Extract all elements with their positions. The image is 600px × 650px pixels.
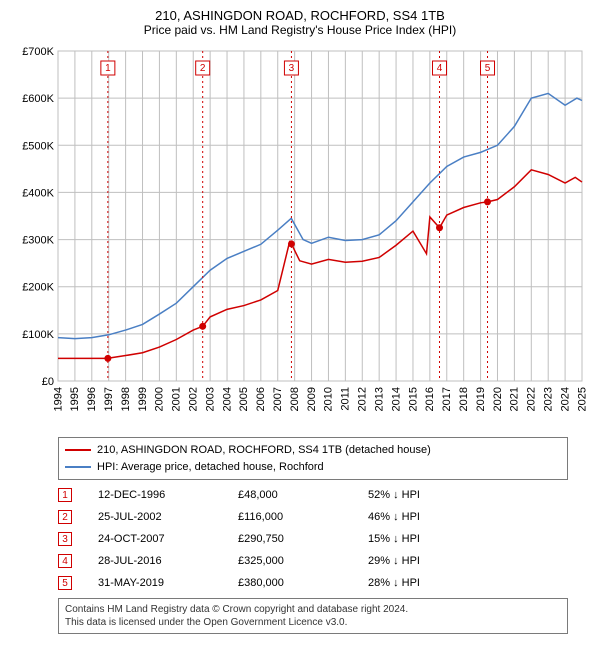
svg-text:2004: 2004 xyxy=(221,387,233,411)
svg-text:3: 3 xyxy=(289,63,295,74)
svg-text:1: 1 xyxy=(105,63,111,74)
svg-text:1999: 1999 xyxy=(137,387,149,411)
sale-price: £116,000 xyxy=(238,511,368,523)
sale-marker-3: 3 xyxy=(58,532,72,546)
svg-text:2008: 2008 xyxy=(289,387,301,411)
chart-area: £0 £100K £200K £300K £400K £500K £600K £700K 199… xyxy=(8,41,592,431)
footer: Contains HM Land Registry data © Crown c… xyxy=(58,598,568,634)
table-row: 2 25-JUL-2002 £116,000 46% ↓ HPI xyxy=(58,506,568,528)
sale-price: £48,000 xyxy=(238,489,368,501)
svg-text:1998: 1998 xyxy=(120,387,132,411)
sale-marker-2: 2 xyxy=(58,510,72,524)
sale-marker-5: 5 xyxy=(58,576,72,590)
sale-pct: 15% ↓ HPI xyxy=(368,533,488,545)
svg-text:£700K: £700K xyxy=(22,46,54,58)
svg-text:2005: 2005 xyxy=(238,387,250,411)
svg-text:2015: 2015 xyxy=(407,387,419,411)
svg-text:2: 2 xyxy=(200,63,206,74)
sale-price: £290,750 xyxy=(238,533,368,545)
svg-text:£100K: £100K xyxy=(22,329,54,341)
svg-text:2011: 2011 xyxy=(340,387,352,411)
svg-text:£300K: £300K xyxy=(22,235,54,247)
legend-label-1: 210, ASHINGDON ROAD, ROCHFORD, SS4 1TB (… xyxy=(97,442,431,459)
svg-text:2023: 2023 xyxy=(542,387,554,411)
svg-text:1994: 1994 xyxy=(52,387,64,411)
footer-line2: This data is licensed under the Open Gov… xyxy=(65,616,561,629)
svg-text:2022: 2022 xyxy=(526,387,538,411)
svg-text:2020: 2020 xyxy=(492,387,504,411)
svg-text:2012: 2012 xyxy=(357,387,369,411)
sale-pct: 28% ↓ HPI xyxy=(368,577,488,589)
svg-text:2021: 2021 xyxy=(509,387,521,411)
svg-text:2001: 2001 xyxy=(171,387,183,411)
svg-text:1996: 1996 xyxy=(86,387,98,411)
table-row: 4 28-JUL-2016 £325,000 29% ↓ HPI xyxy=(58,550,568,572)
table-row: 1 12-DEC-1996 £48,000 52% ↓ HPI xyxy=(58,484,568,506)
svg-text:2014: 2014 xyxy=(390,387,402,411)
sale-date: 12-DEC-1996 xyxy=(98,489,238,501)
sales-table: 1 12-DEC-1996 £48,000 52% ↓ HPI 2 25-JUL… xyxy=(58,484,568,594)
sale-marker-1: 1 xyxy=(58,488,72,502)
svg-text:2006: 2006 xyxy=(255,387,267,411)
sale-pct: 29% ↓ HPI xyxy=(368,555,488,567)
legend-label-2: HPI: Average price, detached house, Roch… xyxy=(97,459,324,476)
svg-text:2010: 2010 xyxy=(323,387,335,411)
svg-text:2013: 2013 xyxy=(373,387,385,411)
svg-text:2017: 2017 xyxy=(441,387,453,411)
chart-svg: £0 £100K £200K £300K £400K £500K £600K £700K 199… xyxy=(8,41,592,431)
svg-text:4: 4 xyxy=(437,63,443,74)
svg-text:2007: 2007 xyxy=(272,387,284,411)
svg-text:5: 5 xyxy=(485,63,491,74)
sale-price: £325,000 xyxy=(238,555,368,567)
svg-text:2000: 2000 xyxy=(154,387,166,411)
chart-title: 210, ASHINGDON ROAD, ROCHFORD, SS4 1TB xyxy=(8,8,592,23)
sale-marker-4: 4 xyxy=(58,554,72,568)
sale-date: 28-JUL-2016 xyxy=(98,555,238,567)
sale-pct: 46% ↓ HPI xyxy=(368,511,488,523)
footer-line1: Contains HM Land Registry data © Crown c… xyxy=(65,603,561,616)
legend-swatch-2 xyxy=(65,466,91,468)
svg-text:£400K: £400K xyxy=(22,187,54,199)
svg-text:2016: 2016 xyxy=(424,387,436,411)
svg-text:2019: 2019 xyxy=(475,387,487,411)
sale-pct: 52% ↓ HPI xyxy=(368,489,488,501)
legend-row-2: HPI: Average price, detached house, Roch… xyxy=(65,459,561,476)
svg-text:£600K: £600K xyxy=(22,93,54,105)
legend-row-1: 210, ASHINGDON ROAD, ROCHFORD, SS4 1TB (… xyxy=(65,442,561,459)
svg-text:2018: 2018 xyxy=(458,387,470,411)
table-row: 3 24-OCT-2007 £290,750 15% ↓ HPI xyxy=(58,528,568,550)
svg-text:£0: £0 xyxy=(42,376,54,388)
sale-date: 24-OCT-2007 xyxy=(98,533,238,545)
svg-text:2002: 2002 xyxy=(188,387,200,411)
svg-text:2003: 2003 xyxy=(204,387,216,411)
legend-swatch-1 xyxy=(65,449,91,451)
svg-text:1995: 1995 xyxy=(69,387,81,411)
sale-price: £380,000 xyxy=(238,577,368,589)
svg-text:2025: 2025 xyxy=(576,387,588,411)
svg-text:£200K: £200K xyxy=(22,282,54,294)
sale-date: 25-JUL-2002 xyxy=(98,511,238,523)
chart-subtitle: Price paid vs. HM Land Registry's House … xyxy=(8,23,592,37)
svg-text:1997: 1997 xyxy=(103,387,115,411)
svg-text:2024: 2024 xyxy=(559,387,571,411)
table-row: 5 31-MAY-2019 £380,000 28% ↓ HPI xyxy=(58,572,568,594)
legend: 210, ASHINGDON ROAD, ROCHFORD, SS4 1TB (… xyxy=(58,437,568,480)
svg-text:2009: 2009 xyxy=(306,387,318,411)
sale-date: 31-MAY-2019 xyxy=(98,577,238,589)
svg-text:£500K: £500K xyxy=(22,140,54,152)
